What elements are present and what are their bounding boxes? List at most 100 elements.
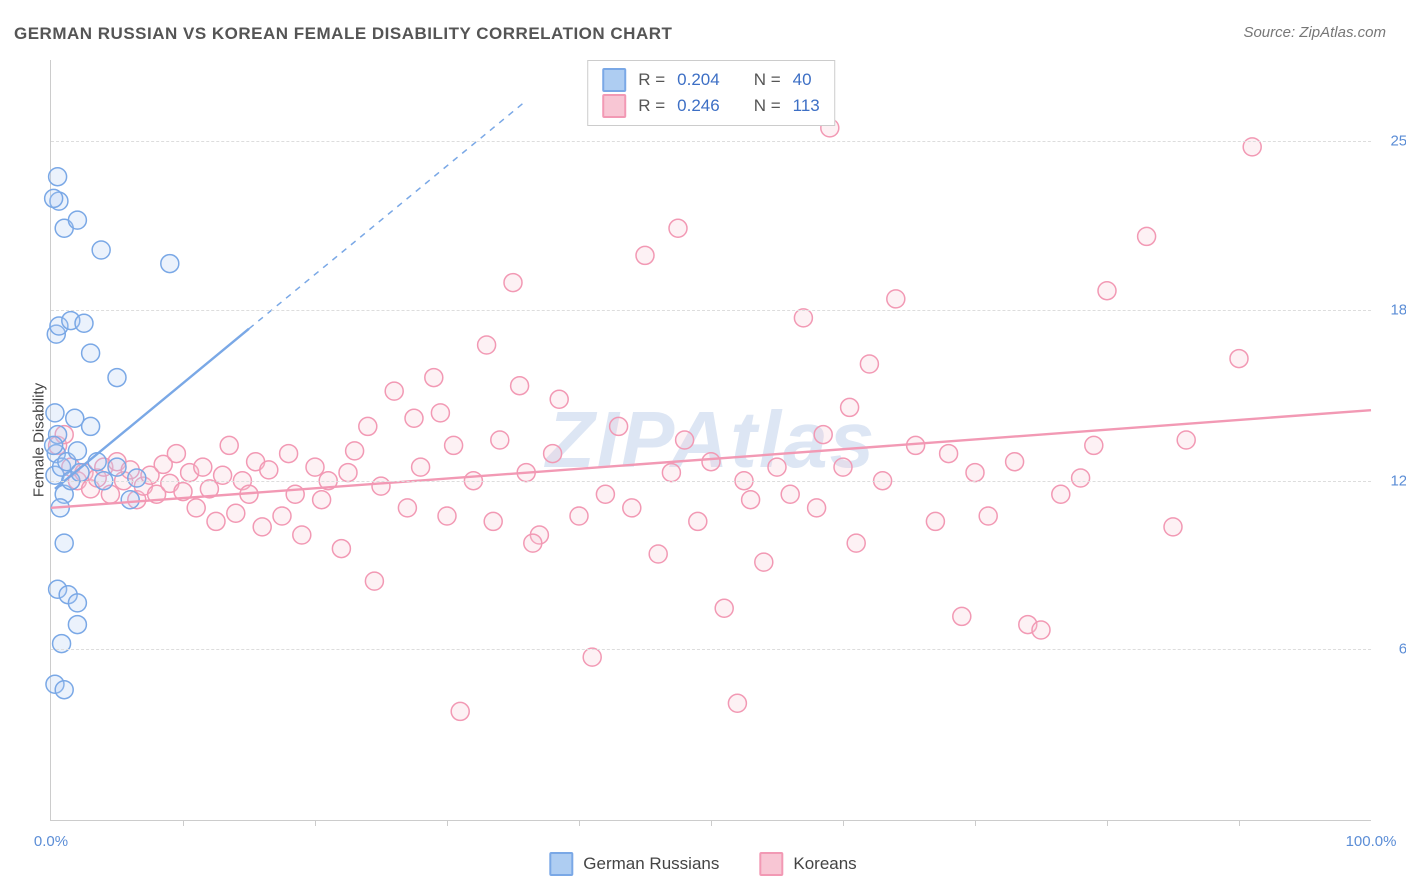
scatter-point — [405, 409, 423, 427]
x-tick — [975, 820, 976, 826]
y-tick-label: 12.5% — [1378, 472, 1406, 489]
legend-item-2: Koreans — [759, 852, 856, 876]
r-value-2: 0.246 — [677, 93, 720, 119]
scatter-point — [1230, 350, 1248, 368]
scatter-point — [689, 512, 707, 530]
scatter-point — [398, 499, 416, 517]
scatter-point — [293, 526, 311, 544]
scatter-point — [662, 464, 680, 482]
scatter-point — [313, 491, 331, 509]
scatter-point — [979, 507, 997, 525]
x-axis-max-label: 100.0% — [1346, 833, 1397, 850]
scatter-point — [207, 512, 225, 530]
x-tick — [315, 820, 316, 826]
scatter-point — [715, 599, 733, 617]
scatter-point — [68, 211, 86, 229]
scatter-point — [544, 445, 562, 463]
scatter-point — [484, 512, 502, 530]
scatter-point — [1177, 431, 1195, 449]
scatter-point — [550, 390, 568, 408]
x-tick — [843, 820, 844, 826]
scatter-point — [834, 458, 852, 476]
scatter-point — [596, 485, 614, 503]
scatter-point — [66, 409, 84, 427]
scatter-point — [451, 702, 469, 720]
x-tick — [579, 820, 580, 826]
scatter-point — [755, 553, 773, 571]
scatter-point — [220, 436, 238, 454]
scatter-point — [860, 355, 878, 373]
scatter-point — [45, 436, 63, 454]
swatch-series-1 — [602, 68, 626, 92]
y-axis-label: Female Disability — [31, 383, 48, 497]
scatter-point — [953, 607, 971, 625]
scatter-point — [794, 309, 812, 327]
scatter-point — [68, 594, 86, 612]
legend-label-2: Koreans — [793, 854, 856, 874]
scatter-point — [438, 507, 456, 525]
scatter-point — [306, 458, 324, 476]
x-tick — [183, 820, 184, 826]
legend-swatch-1 — [549, 852, 573, 876]
scatter-point — [636, 246, 654, 264]
scatter-point — [346, 442, 364, 460]
scatter-point — [841, 398, 859, 416]
scatter-point — [1006, 453, 1024, 471]
scatter-point — [702, 453, 720, 471]
scatter-point — [808, 499, 826, 517]
scatter-point — [524, 534, 542, 552]
stats-row-2: R = 0.246 N = 113 — [602, 93, 820, 119]
scatter-point — [445, 436, 463, 454]
scatter-point — [814, 426, 832, 444]
scatter-point — [742, 491, 760, 509]
n-value-2: 113 — [793, 93, 820, 119]
scatter-point — [187, 499, 205, 517]
x-tick — [1107, 820, 1108, 826]
gridline-h — [51, 141, 1371, 142]
scatter-point — [280, 445, 298, 463]
scatter-point — [431, 404, 449, 422]
trend-line-extrapolated — [249, 101, 526, 329]
scatter-point — [676, 431, 694, 449]
scatter-svg — [51, 60, 1371, 820]
gridline-h — [51, 310, 1371, 311]
y-tick-label: 25.0% — [1378, 133, 1406, 150]
y-tick-label: 18.8% — [1378, 301, 1406, 318]
gridline-h — [51, 649, 1371, 650]
scatter-point — [227, 504, 245, 522]
plot-area: Female Disability ZIPAtlas R = 0.204 N =… — [50, 60, 1371, 821]
chart-title: GERMAN RUSSIAN VS KOREAN FEMALE DISABILI… — [14, 24, 672, 44]
scatter-point — [46, 404, 64, 422]
scatter-point — [570, 507, 588, 525]
scatter-point — [491, 431, 509, 449]
scatter-point — [75, 314, 93, 332]
scatter-point — [68, 616, 86, 634]
scatter-point — [194, 458, 212, 476]
scatter-point — [1164, 518, 1182, 536]
scatter-point — [583, 648, 601, 666]
x-tick — [1239, 820, 1240, 826]
legend-swatch-2 — [759, 852, 783, 876]
x-tick — [711, 820, 712, 826]
r-label-2: R = — [638, 93, 665, 119]
scatter-point — [669, 219, 687, 237]
scatter-point — [260, 461, 278, 479]
scatter-point — [1032, 621, 1050, 639]
scatter-point — [623, 499, 641, 517]
scatter-point — [1052, 485, 1070, 503]
scatter-point — [45, 189, 63, 207]
stats-legend-box: R = 0.204 N = 40 R = 0.246 N = 113 — [587, 60, 835, 126]
scatter-point — [332, 540, 350, 558]
scatter-point — [768, 458, 786, 476]
scatter-point — [412, 458, 430, 476]
scatter-point — [1085, 436, 1103, 454]
scatter-point — [108, 369, 126, 387]
series-legend: German Russians Koreans — [549, 852, 856, 876]
scatter-point — [128, 469, 146, 487]
scatter-point — [161, 255, 179, 273]
scatter-point — [385, 382, 403, 400]
n-value-1: 40 — [793, 67, 812, 93]
legend-item-1: German Russians — [549, 852, 719, 876]
r-label-1: R = — [638, 67, 665, 93]
scatter-point — [121, 491, 139, 509]
